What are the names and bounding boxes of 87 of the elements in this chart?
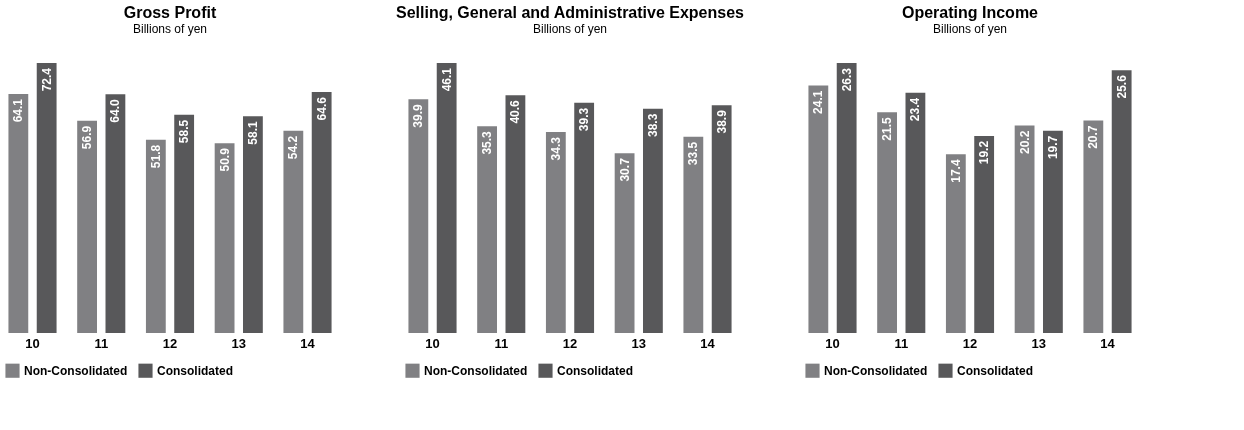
bar (683, 136, 704, 333)
bar (574, 102, 595, 333)
chart-subtitle: Billions of yen (532, 22, 608, 36)
bar (283, 130, 304, 333)
data-label: 33.5 (686, 141, 701, 166)
x-tick-label: 12 (562, 335, 578, 351)
x-tick-label: 11 (94, 335, 109, 351)
bar (505, 95, 526, 333)
bar (477, 126, 497, 333)
legend-label: Non-Consolidated (24, 363, 128, 378)
bar (836, 63, 857, 333)
data-label: 30.7 (617, 157, 632, 182)
data-label: 54.2 (286, 135, 301, 160)
data-label: 51.8 (148, 144, 163, 169)
bar (311, 92, 332, 333)
data-label: 25.6 (1114, 74, 1129, 99)
legend-label: Consolidated (157, 363, 234, 378)
data-label: 19.7 (1045, 135, 1060, 160)
bar (436, 63, 457, 333)
data-label: 50.9 (217, 147, 232, 172)
chart-title: Selling, General and Administrative Expenses (396, 4, 745, 21)
x-tick-label: 14 (300, 335, 316, 351)
data-label: 46.1 (439, 67, 454, 92)
legend-label: Non-Consolidated (824, 363, 928, 378)
bar (36, 63, 57, 333)
data-label: 35.3 (480, 130, 495, 155)
x-tick-label: 10 (425, 335, 440, 351)
data-label: 24.1 (811, 90, 826, 114)
bar (974, 135, 995, 333)
data-label: 38.3 (645, 113, 660, 138)
bar (105, 94, 126, 333)
x-tick-label: 13 (231, 335, 246, 351)
data-label: 64.1 (11, 98, 26, 123)
legend-label: Consolidated (557, 363, 634, 378)
data-label: 64.0 (108, 99, 123, 123)
data-label: 38.9 (714, 109, 729, 134)
data-label: 40.6 (508, 99, 523, 124)
bar (145, 139, 166, 333)
data-label: 20.2 (1017, 130, 1032, 154)
bar (408, 99, 429, 333)
data-label: 26.3 (839, 67, 854, 92)
data-label: 20.7 (1086, 125, 1101, 149)
x-tick-label: 11 (494, 335, 509, 351)
x-tick-label: 14 (1100, 335, 1116, 351)
data-label: 56.9 (80, 125, 95, 150)
chart-subtitle: Billions of yen (132, 22, 208, 36)
bar (711, 105, 732, 333)
bar (8, 93, 29, 333)
bar (1014, 125, 1035, 333)
data-label: 21.5 (880, 116, 895, 141)
bar (1083, 120, 1104, 333)
data-label: 39.9 (411, 103, 426, 128)
bar (877, 112, 897, 333)
bar (643, 108, 663, 333)
x-tick-label: 10 (25, 335, 40, 351)
bar (214, 143, 235, 333)
bar (945, 154, 966, 333)
data-label: 39.3 (577, 107, 592, 132)
data-label: 23.4 (908, 97, 923, 122)
legend-label: Consolidated (957, 363, 1034, 378)
x-tick-label: 12 (962, 335, 978, 351)
data-label: 58.5 (177, 119, 192, 144)
x-tick-label: 11 (894, 335, 909, 351)
bar (614, 153, 635, 333)
data-label: 34.3 (548, 136, 563, 161)
x-tick-label: 13 (1031, 335, 1046, 351)
data-label: 17.4 (948, 159, 963, 183)
x-tick-label: 10 (825, 335, 840, 351)
x-tick-label: 12 (162, 335, 178, 351)
bar (1111, 70, 1132, 333)
data-label: 72.4 (39, 67, 54, 92)
bar (808, 85, 829, 333)
bar (905, 92, 926, 333)
bar (77, 120, 97, 333)
bar (545, 132, 566, 333)
bar (1043, 130, 1063, 333)
data-label: 64.6 (314, 96, 329, 121)
chart-subtitle: Billions of yen (932, 22, 1008, 36)
legend-label: Non-Consolidated (424, 363, 528, 378)
x-tick-label: 13 (631, 335, 646, 351)
chart-title: Gross Profit (123, 4, 217, 21)
bar (243, 116, 263, 333)
data-label: 58.1 (245, 121, 260, 145)
data-label: 19.2 (977, 140, 992, 165)
x-tick-label: 14 (700, 335, 716, 351)
chart-title: Operating Income (901, 4, 1039, 21)
bar (174, 114, 195, 333)
